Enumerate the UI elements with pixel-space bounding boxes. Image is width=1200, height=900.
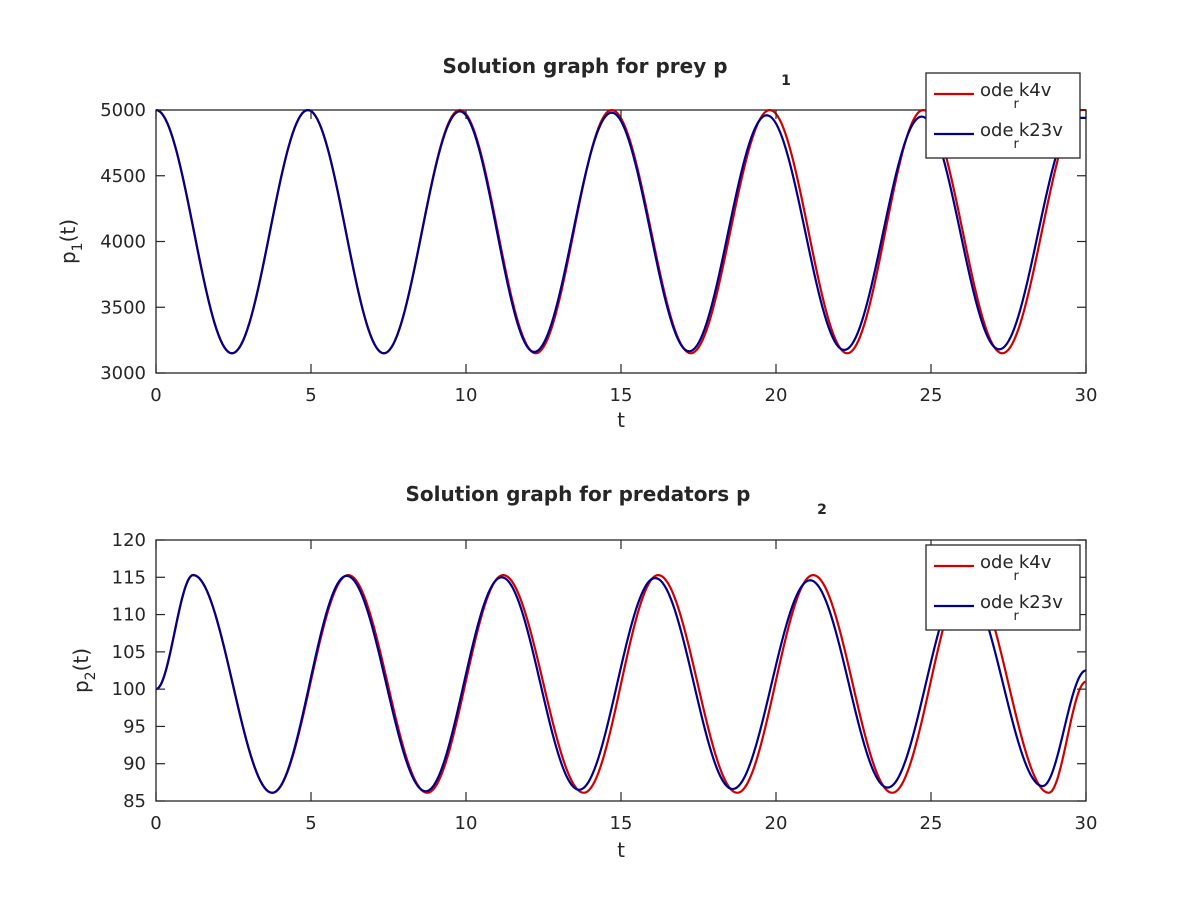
chart-title-subscript: 1 xyxy=(781,73,791,89)
x-tick-label: 15 xyxy=(610,385,633,406)
chart-title: Solution graph for prey p xyxy=(442,54,727,78)
x-tick-label: 0 xyxy=(150,813,161,834)
chart-panel-1: 0 5 10 15 20 25 30 3000 3500 4000 4500 5000 Solution… xyxy=(56,54,1097,432)
x-axis-label: t xyxy=(617,408,625,432)
x-tick-label: 30 xyxy=(1075,385,1098,406)
x-tick-label: 20 xyxy=(765,813,788,834)
x-tick-label: 5 xyxy=(305,813,316,834)
legend-label-1: oderk4v xyxy=(980,80,1052,112)
legend-label-1: oderk4v xyxy=(980,552,1052,584)
x-tick-label: 5 xyxy=(305,385,316,406)
y-tick-label: 105 xyxy=(112,642,146,663)
series-line-2 xyxy=(156,109,1086,355)
x-tick-label: 10 xyxy=(455,385,478,406)
chart-title: Solution graph for predators p xyxy=(406,482,751,506)
legend-label-2: oderk23v xyxy=(980,592,1063,624)
y-axis-label: p2(t) xyxy=(69,648,99,693)
y-tick-label: 100 xyxy=(112,679,146,700)
x-tick-label: 30 xyxy=(1075,813,1098,834)
y-tick-label: 120 xyxy=(112,530,146,551)
legend-box xyxy=(925,72,1081,159)
chart-title-subscript: 2 xyxy=(817,502,827,518)
x-tick-label: 25 xyxy=(920,385,943,406)
chart-panel-2: 0 5 10 15 20 25 30 85 90 95 100 105 110 115 120 Solutio… xyxy=(69,482,1097,862)
y-tick-label: 4000 xyxy=(100,232,146,253)
x-tick-label: 0 xyxy=(150,385,161,406)
y-tick-label: 95 xyxy=(123,716,146,737)
legend-label-2: oderk23v xyxy=(980,120,1063,152)
legend: oderk4v oderk23v xyxy=(925,544,1081,631)
y-tick-label: 5000 xyxy=(100,100,146,121)
y-tick-label: 115 xyxy=(112,567,146,588)
legend-box xyxy=(925,544,1081,631)
x-tick-label: 15 xyxy=(610,813,633,834)
x-tick-label: 20 xyxy=(765,385,788,406)
y-tick-label: 3000 xyxy=(100,363,146,384)
y-tick-label: 110 xyxy=(112,605,146,626)
y-tick-label: 90 xyxy=(123,754,146,775)
x-tick-label: 10 xyxy=(455,813,478,834)
legend: oderk4v oderk23v xyxy=(925,72,1081,159)
y-tick-label: 85 xyxy=(123,791,146,812)
y-tick-label: 3500 xyxy=(100,297,146,318)
x-axis-label: t xyxy=(617,838,625,862)
y-axis-label: p1(t) xyxy=(56,219,86,264)
x-tick-label: 25 xyxy=(920,813,943,834)
y-tick-label: 4500 xyxy=(100,166,146,187)
